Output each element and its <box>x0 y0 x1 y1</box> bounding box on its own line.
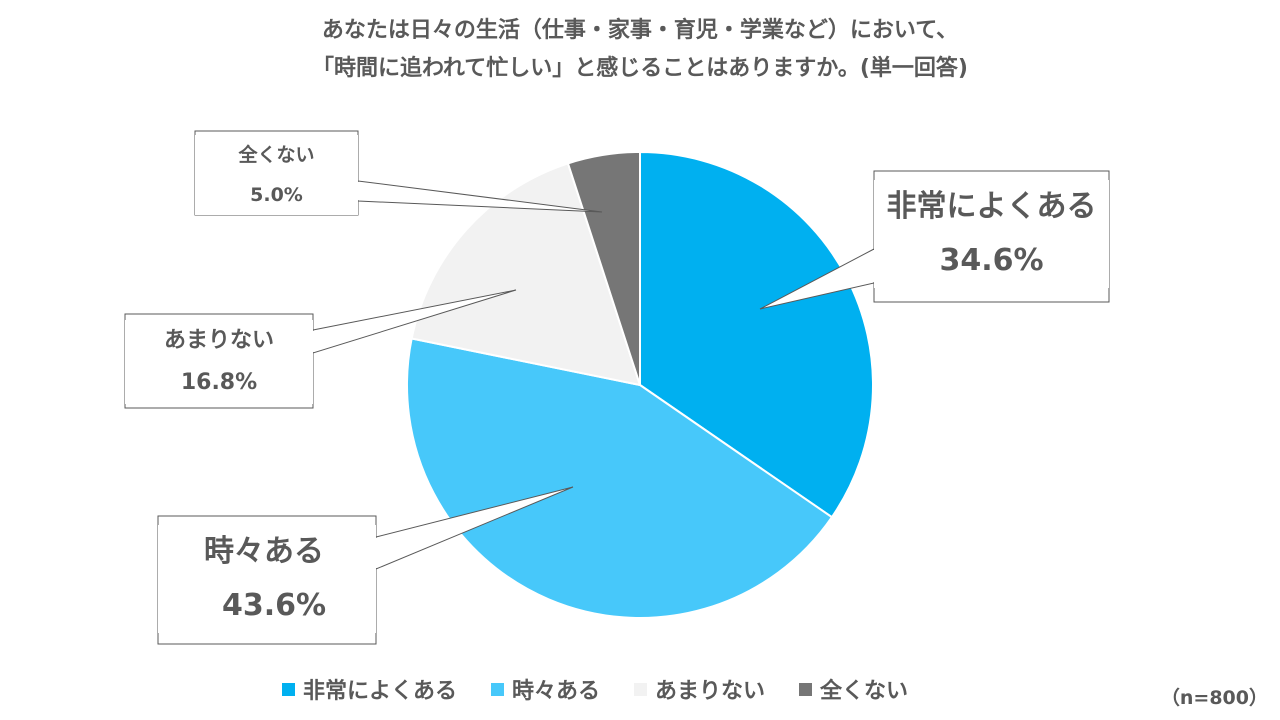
chart-legend: 非常によくある 時々ある あまりない 全くない <box>282 672 908 706</box>
chart-title: あなたは日々の生活（仕事・家事・育児・学業など）において、 「時間に追われて忙し… <box>0 12 1280 88</box>
callout-label: 時々ある <box>204 534 324 569</box>
sample-size-note: （n=800） <box>1160 687 1268 709</box>
legend-swatch-icon <box>799 682 813 696</box>
pie-slice-sometimes <box>406 337 834 619</box>
legend-item-never: 全くない <box>799 673 908 705</box>
chart-title-line1: あなたは日々の生活（仕事・家事・育児・学業など）において、 <box>321 18 959 43</box>
legend-label: あまりない <box>655 679 766 704</box>
legend-item-sometimes: 時々ある <box>491 673 600 705</box>
legend-label: 非常によくある <box>303 679 458 704</box>
callout-very-often: 非常によくある 34.6% <box>874 180 1109 288</box>
callout-rarely: あまりない 16.8% <box>125 320 313 404</box>
callout-label: 全くない <box>238 144 315 166</box>
legend-item-very-often: 非常によくある <box>282 673 457 705</box>
legend-item-rarely: あまりない <box>634 673 765 705</box>
legend-swatch-icon <box>491 682 505 696</box>
legend-swatch-icon <box>634 682 648 696</box>
callout-value: 43.6% <box>222 588 327 623</box>
callout-label: 非常によくある <box>886 189 1097 224</box>
callout-value: 34.6% <box>939 243 1044 278</box>
pie-slices <box>406 150 874 619</box>
legend-label: 全くない <box>820 679 909 704</box>
legend-swatch-icon <box>282 682 295 696</box>
chart-title-line2: 「時間に追われて忙しい」と感じることはありますか。(単一回答) <box>312 56 968 81</box>
callout-sometimes: 時々ある 43.6% <box>158 525 376 633</box>
callout-never: 全くない 5.0% <box>195 135 358 215</box>
callout-tails <box>312 180 875 570</box>
callout-label: あまりない <box>163 328 274 353</box>
legend-label: 時々ある <box>512 679 601 704</box>
callout-value: 5.0% <box>250 184 303 206</box>
callout-value: 16.8% <box>180 370 258 395</box>
